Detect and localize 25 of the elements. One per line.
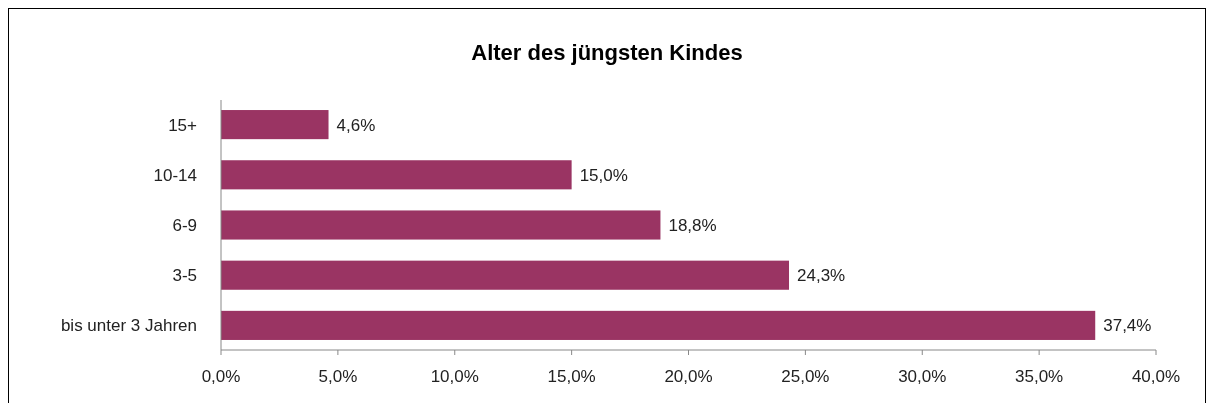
y-tick-label: 10-14: [153, 165, 197, 185]
y-tick-label: bis unter 3 Jahren: [60, 316, 197, 336]
x-tick-label: 40,0%: [1131, 367, 1181, 386]
x-tick-label: 15,0%: [547, 367, 596, 386]
y-tick-label: 3-5: [172, 266, 197, 286]
data-label: 4,6%: [336, 115, 376, 135]
x-tick-label: 10,0%: [430, 367, 479, 386]
y-tick-label: 6-9: [172, 215, 197, 235]
x-tick-label: 5,0%: [318, 367, 358, 386]
bar: [221, 160, 572, 190]
x-tick-label: 20,0%: [664, 367, 713, 386]
chart-title: Alter des jüngsten Kindes: [471, 40, 743, 65]
x-tick-label: 0,0%: [201, 367, 241, 386]
x-tick-label: 30,0%: [898, 367, 947, 386]
data-label: 24,3%: [797, 266, 846, 286]
data-label: 37,4%: [1103, 316, 1152, 336]
bar: [221, 260, 790, 290]
y-tick-label: 15+: [168, 115, 198, 135]
x-tick-label: 35,0%: [1015, 367, 1064, 386]
bar: [221, 310, 1096, 340]
data-label: 18,8%: [668, 215, 717, 235]
bar: [221, 110, 329, 140]
x-tick-label: 25,0%: [781, 367, 830, 386]
bar: [221, 210, 661, 240]
data-label: 15,0%: [579, 165, 628, 185]
